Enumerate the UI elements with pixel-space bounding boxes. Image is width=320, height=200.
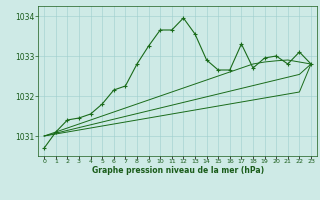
X-axis label: Graphe pression niveau de la mer (hPa): Graphe pression niveau de la mer (hPa) bbox=[92, 166, 264, 175]
